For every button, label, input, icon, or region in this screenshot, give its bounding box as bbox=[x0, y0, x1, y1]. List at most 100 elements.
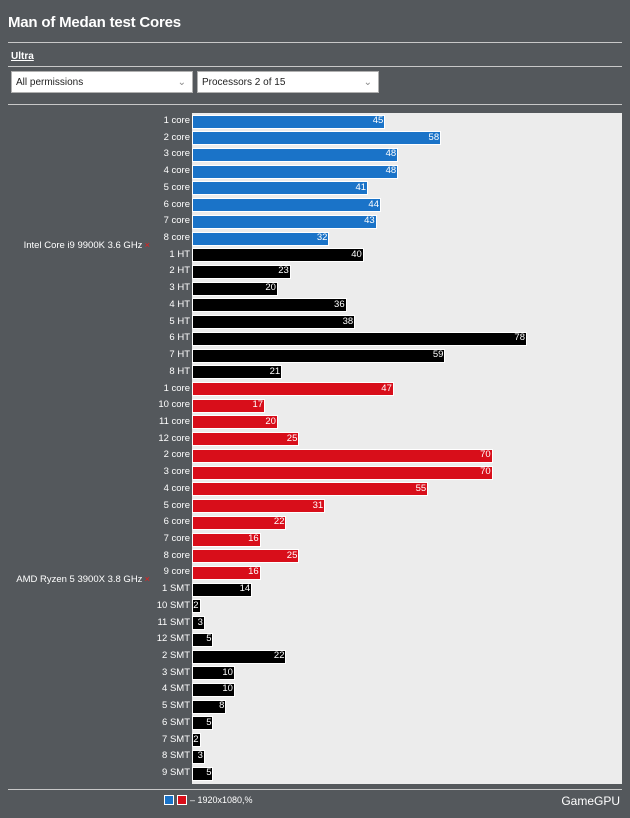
category-label: 5 core bbox=[163, 181, 190, 193]
data-label: 25 bbox=[286, 432, 298, 444]
data-label: 45 bbox=[372, 115, 384, 126]
bar bbox=[192, 281, 278, 296]
data-label: 2 bbox=[193, 599, 199, 611]
data-label: 2 bbox=[193, 733, 199, 745]
bar bbox=[192, 264, 291, 279]
category-label: 4 core bbox=[163, 165, 190, 177]
data-label: 3 bbox=[197, 750, 203, 762]
chart-title: Man of Medan test Cores bbox=[8, 14, 181, 31]
category-label: 2 core bbox=[163, 449, 190, 461]
bar bbox=[192, 582, 253, 597]
remove-icon[interactable]: × bbox=[144, 574, 150, 586]
data-label: 23 bbox=[278, 265, 289, 277]
category-label: 3 core bbox=[163, 148, 190, 160]
bar bbox=[192, 315, 356, 330]
category-label: 5 SMT bbox=[162, 700, 190, 712]
data-label: 36 bbox=[334, 298, 345, 310]
category-label: 11 core bbox=[159, 415, 190, 427]
data-label: 48 bbox=[385, 165, 397, 177]
bar bbox=[192, 231, 330, 246]
category-label: 12 core bbox=[158, 432, 190, 444]
data-label: 78 bbox=[514, 332, 525, 344]
category-label: 6 SMT bbox=[162, 716, 190, 728]
legend-swatch-intel bbox=[164, 795, 174, 805]
data-label: 31 bbox=[312, 499, 324, 511]
legend: – 1920x1080,% bbox=[164, 795, 253, 805]
bar bbox=[192, 532, 261, 547]
processors-select[interactable]: Processors 2 of 15 ⌄ bbox=[197, 71, 379, 93]
processor-group-label: AMD Ryzen 5 3900X 3.8 GHz × bbox=[16, 574, 150, 585]
category-label: 2 SMT bbox=[162, 650, 190, 662]
bar bbox=[192, 432, 300, 447]
bar bbox=[192, 398, 265, 413]
data-label: 43 bbox=[364, 215, 375, 227]
data-label: 17 bbox=[252, 399, 264, 411]
bar bbox=[192, 348, 446, 363]
data-label: 38 bbox=[342, 315, 354, 327]
bar bbox=[192, 214, 377, 229]
category-label: 9 SMT bbox=[162, 767, 190, 779]
legend-swatch-amd bbox=[177, 795, 187, 805]
category-label: 11 SMT bbox=[157, 616, 190, 628]
bar bbox=[192, 147, 399, 162]
data-label: 58 bbox=[428, 131, 440, 143]
bar bbox=[192, 482, 429, 497]
bar bbox=[192, 749, 205, 764]
bar bbox=[192, 181, 369, 196]
bar bbox=[192, 131, 442, 146]
legend-label: – 1920x1080,% bbox=[190, 795, 253, 805]
bar bbox=[192, 699, 227, 714]
bar bbox=[192, 415, 278, 430]
data-label: 8 bbox=[219, 700, 225, 712]
data-label: 47 bbox=[381, 382, 392, 394]
data-label: 10 bbox=[222, 683, 233, 695]
data-label: 48 bbox=[385, 148, 397, 160]
tab-ultra[interactable]: Ultra bbox=[11, 51, 34, 62]
data-label: 70 bbox=[480, 466, 491, 478]
category-label: 12 SMT bbox=[156, 633, 190, 645]
remove-icon[interactable]: × bbox=[144, 239, 150, 251]
bar bbox=[192, 716, 214, 731]
bar bbox=[192, 198, 381, 213]
category-label: 8 core bbox=[163, 549, 190, 561]
category-label: 7 SMT bbox=[162, 733, 190, 745]
bar bbox=[192, 649, 287, 664]
category-label: 5 core bbox=[163, 499, 190, 511]
divider bbox=[8, 42, 622, 43]
category-label: 4 SMT bbox=[162, 683, 190, 695]
divider bbox=[8, 104, 622, 105]
category-label: 4 HT bbox=[169, 298, 190, 310]
category-label: 3 SMT bbox=[162, 666, 190, 678]
category-label: 10 SMT bbox=[156, 599, 190, 611]
category-label: 1 HT bbox=[169, 248, 190, 260]
bar bbox=[192, 632, 214, 647]
category-label: 9 core bbox=[163, 566, 190, 578]
category-label: 6 HT bbox=[169, 332, 190, 344]
data-label: 5 bbox=[206, 767, 212, 779]
category-label: 6 core bbox=[163, 516, 190, 528]
bar bbox=[192, 331, 527, 346]
data-label: 44 bbox=[368, 198, 379, 210]
permissions-select-value: All permissions bbox=[16, 77, 84, 88]
bar bbox=[192, 599, 201, 614]
category-label: 7 core bbox=[163, 215, 190, 227]
category-label: 8 HT bbox=[169, 365, 190, 377]
data-label: 20 bbox=[265, 282, 276, 294]
data-label: 59 bbox=[432, 349, 444, 361]
brand-logo: GameGPU bbox=[561, 794, 620, 808]
processor-name: Intel Core i9 9900K 3.6 GHz bbox=[23, 239, 143, 251]
permissions-select[interactable]: All permissions ⌄ bbox=[11, 71, 193, 93]
data-label: 10 bbox=[222, 666, 233, 678]
data-label: 70 bbox=[480, 449, 491, 461]
category-label: 1 SMT bbox=[162, 583, 190, 595]
data-label: 16 bbox=[248, 533, 259, 544]
data-label: 3 bbox=[197, 616, 203, 628]
bar bbox=[192, 365, 283, 380]
bar bbox=[192, 248, 364, 263]
processors-select-value: Processors 2 of 15 bbox=[202, 77, 286, 88]
category-label: 2 core bbox=[163, 131, 190, 143]
bar bbox=[192, 616, 205, 631]
chevron-down-icon: ⌄ bbox=[177, 77, 186, 88]
data-label: 22 bbox=[273, 650, 285, 662]
data-label: 32 bbox=[316, 232, 328, 244]
